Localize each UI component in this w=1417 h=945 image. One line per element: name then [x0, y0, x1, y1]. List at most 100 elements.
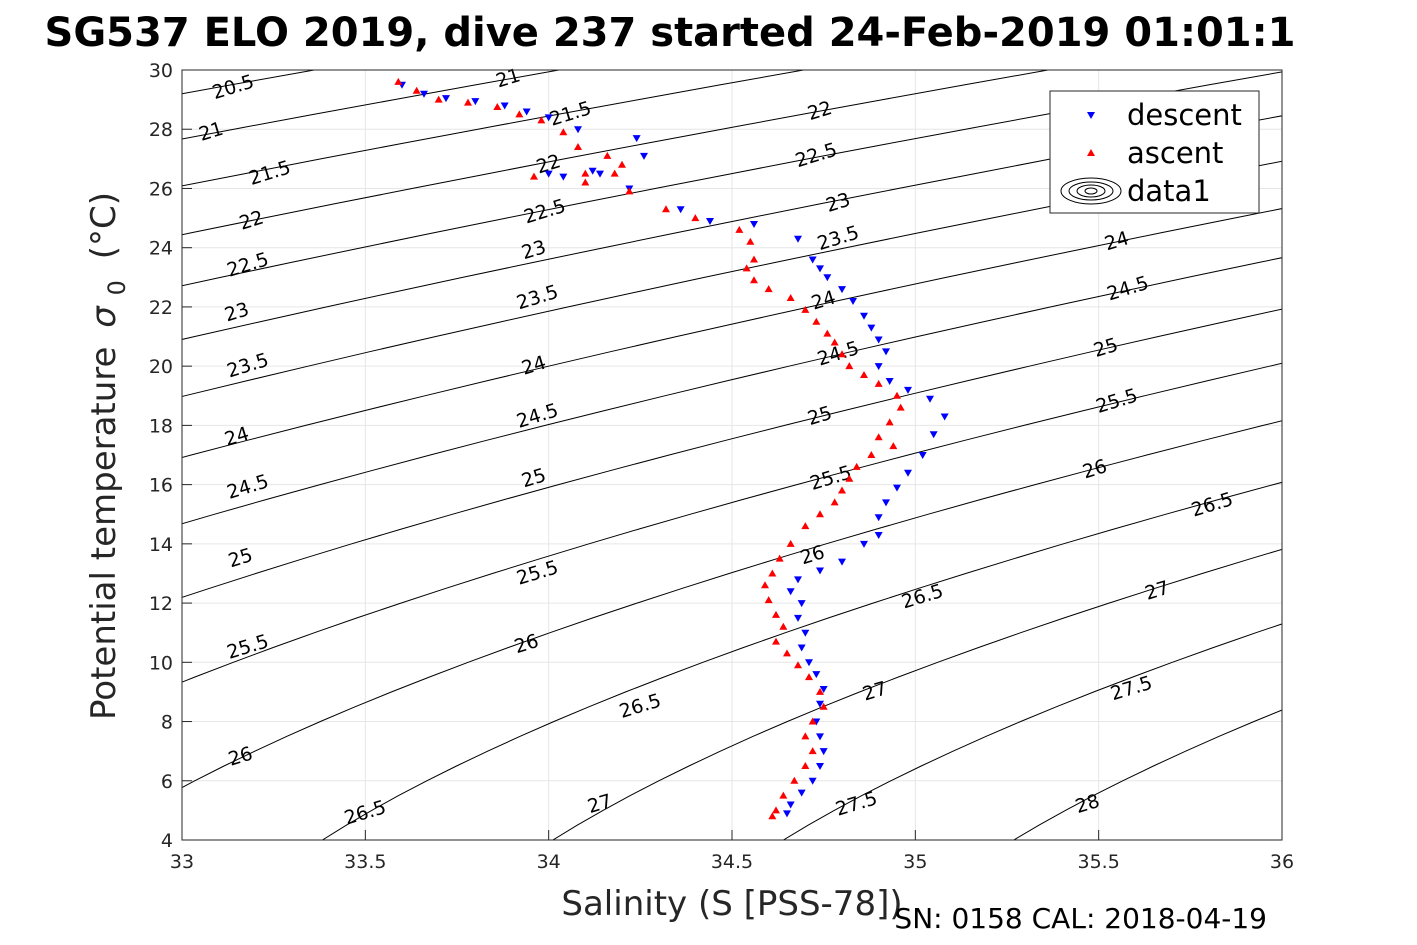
ascent-point	[801, 761, 810, 769]
ascent-point	[823, 329, 832, 337]
descent-point	[838, 558, 846, 566]
ascent-point	[581, 178, 590, 186]
ascent-point	[530, 172, 538, 180]
legend: descent ascent data1	[1049, 90, 1260, 214]
data-points	[394, 77, 949, 820]
ascent-point	[790, 776, 799, 784]
descent-point	[819, 748, 828, 756]
ascent-point	[772, 806, 780, 814]
y-tick-label: 20	[149, 356, 173, 378]
descent-point	[596, 170, 604, 178]
ascent-point	[735, 225, 744, 233]
ascent-point	[625, 187, 634, 195]
descent-point	[794, 614, 802, 622]
descent-point	[522, 108, 531, 116]
ascent-point	[812, 317, 821, 325]
ascent-point	[750, 276, 758, 284]
descent-point	[882, 348, 890, 356]
ascent-point	[889, 442, 898, 450]
isopycnal-line	[321, 481, 1282, 840]
isopycnal-line	[182, 70, 807, 187]
isopycnal-line	[182, 420, 1282, 789]
legend-contour-swatch	[1068, 181, 1114, 201]
ascent-point	[434, 95, 443, 103]
y-tick-label: 24	[149, 238, 173, 260]
descent-point	[786, 801, 795, 809]
ascent-point	[808, 717, 817, 725]
legend-descent-label: descent	[1127, 98, 1242, 132]
svg-text:Potential temperature σ: Potential temperature σ 0 (°C)	[84, 192, 134, 720]
ascent-point	[493, 103, 502, 111]
ascent-point	[464, 98, 472, 106]
ascent-point	[559, 128, 568, 136]
legend-descent-swatch	[1087, 112, 1095, 119]
descent-point	[874, 336, 883, 344]
ascent-point	[742, 264, 751, 272]
ascent-point	[691, 214, 700, 222]
descent-point	[904, 469, 912, 477]
descent-point	[783, 810, 791, 818]
descent-point	[823, 274, 832, 282]
ascent-point	[775, 554, 784, 562]
descent-point	[874, 531, 883, 539]
ascent-point	[746, 237, 755, 245]
descent-point	[885, 377, 894, 385]
ascent-point	[603, 151, 612, 159]
ascent-point	[816, 510, 824, 518]
ascent-point	[808, 747, 817, 755]
ascent-point	[830, 338, 839, 346]
ascent-point	[768, 569, 777, 577]
isopycnal-line	[182, 70, 1051, 236]
x-tick-label: 35	[903, 851, 927, 873]
y-ticks: 4 6 8 10 12 14 16 18 20 22 24 26 28 30	[149, 60, 192, 852]
x-tick-label: 34.5	[711, 851, 753, 873]
ascent-point	[860, 371, 868, 379]
ascent-point	[801, 305, 810, 313]
ascent-point	[838, 350, 846, 358]
isopycnal-line	[182, 362, 1282, 683]
descent-point	[544, 170, 553, 178]
legend-ascent-label: ascent	[1127, 136, 1223, 170]
isopycnal-line	[182, 71, 1282, 287]
descent-point	[640, 152, 648, 160]
ascent-point	[662, 205, 670, 213]
descent-point	[816, 265, 824, 273]
descent-point	[874, 514, 883, 522]
legend-contour-swatch	[1076, 184, 1106, 198]
ascent-point	[768, 812, 777, 820]
y-axis-label-unit: (°C)	[84, 192, 124, 259]
descent-point	[860, 312, 868, 320]
x-ticks: 33 33.5 34 34.5 35 35.5 36	[170, 830, 1294, 873]
descent-point	[500, 102, 509, 110]
y-tick-label: 22	[149, 297, 173, 319]
x-axis-label: Salinity (S [PSS-78])	[561, 884, 902, 924]
y-axis-label-text: Potential temperature	[84, 347, 124, 720]
y-tick-label: 30	[149, 60, 173, 82]
ascent-point	[515, 110, 524, 118]
y-tick-label: 14	[149, 534, 173, 556]
ascent-point	[618, 160, 626, 168]
descent-point	[706, 218, 714, 226]
descent-point	[904, 386, 912, 394]
ascent-point	[805, 673, 813, 681]
descent-point	[838, 286, 846, 294]
ascent-point	[610, 169, 619, 177]
descent-point	[797, 644, 806, 652]
descent-point	[860, 540, 868, 548]
ascent-point	[764, 285, 773, 293]
ascent-point	[394, 77, 403, 85]
descent-point	[442, 95, 450, 103]
legend-contour-swatch	[1060, 177, 1122, 205]
descent-point	[801, 629, 810, 637]
ascent-point	[874, 379, 883, 387]
ascent-point	[537, 116, 546, 124]
ascent-point	[838, 486, 846, 494]
ascent-point	[750, 255, 758, 263]
descent-point	[676, 206, 685, 214]
descent-point	[750, 221, 758, 228]
y-tick-label: 4	[161, 830, 173, 852]
y-tick-label: 26	[149, 178, 173, 200]
x-tick-label: 33.5	[344, 851, 386, 873]
x-tick-label: 33	[170, 851, 194, 873]
